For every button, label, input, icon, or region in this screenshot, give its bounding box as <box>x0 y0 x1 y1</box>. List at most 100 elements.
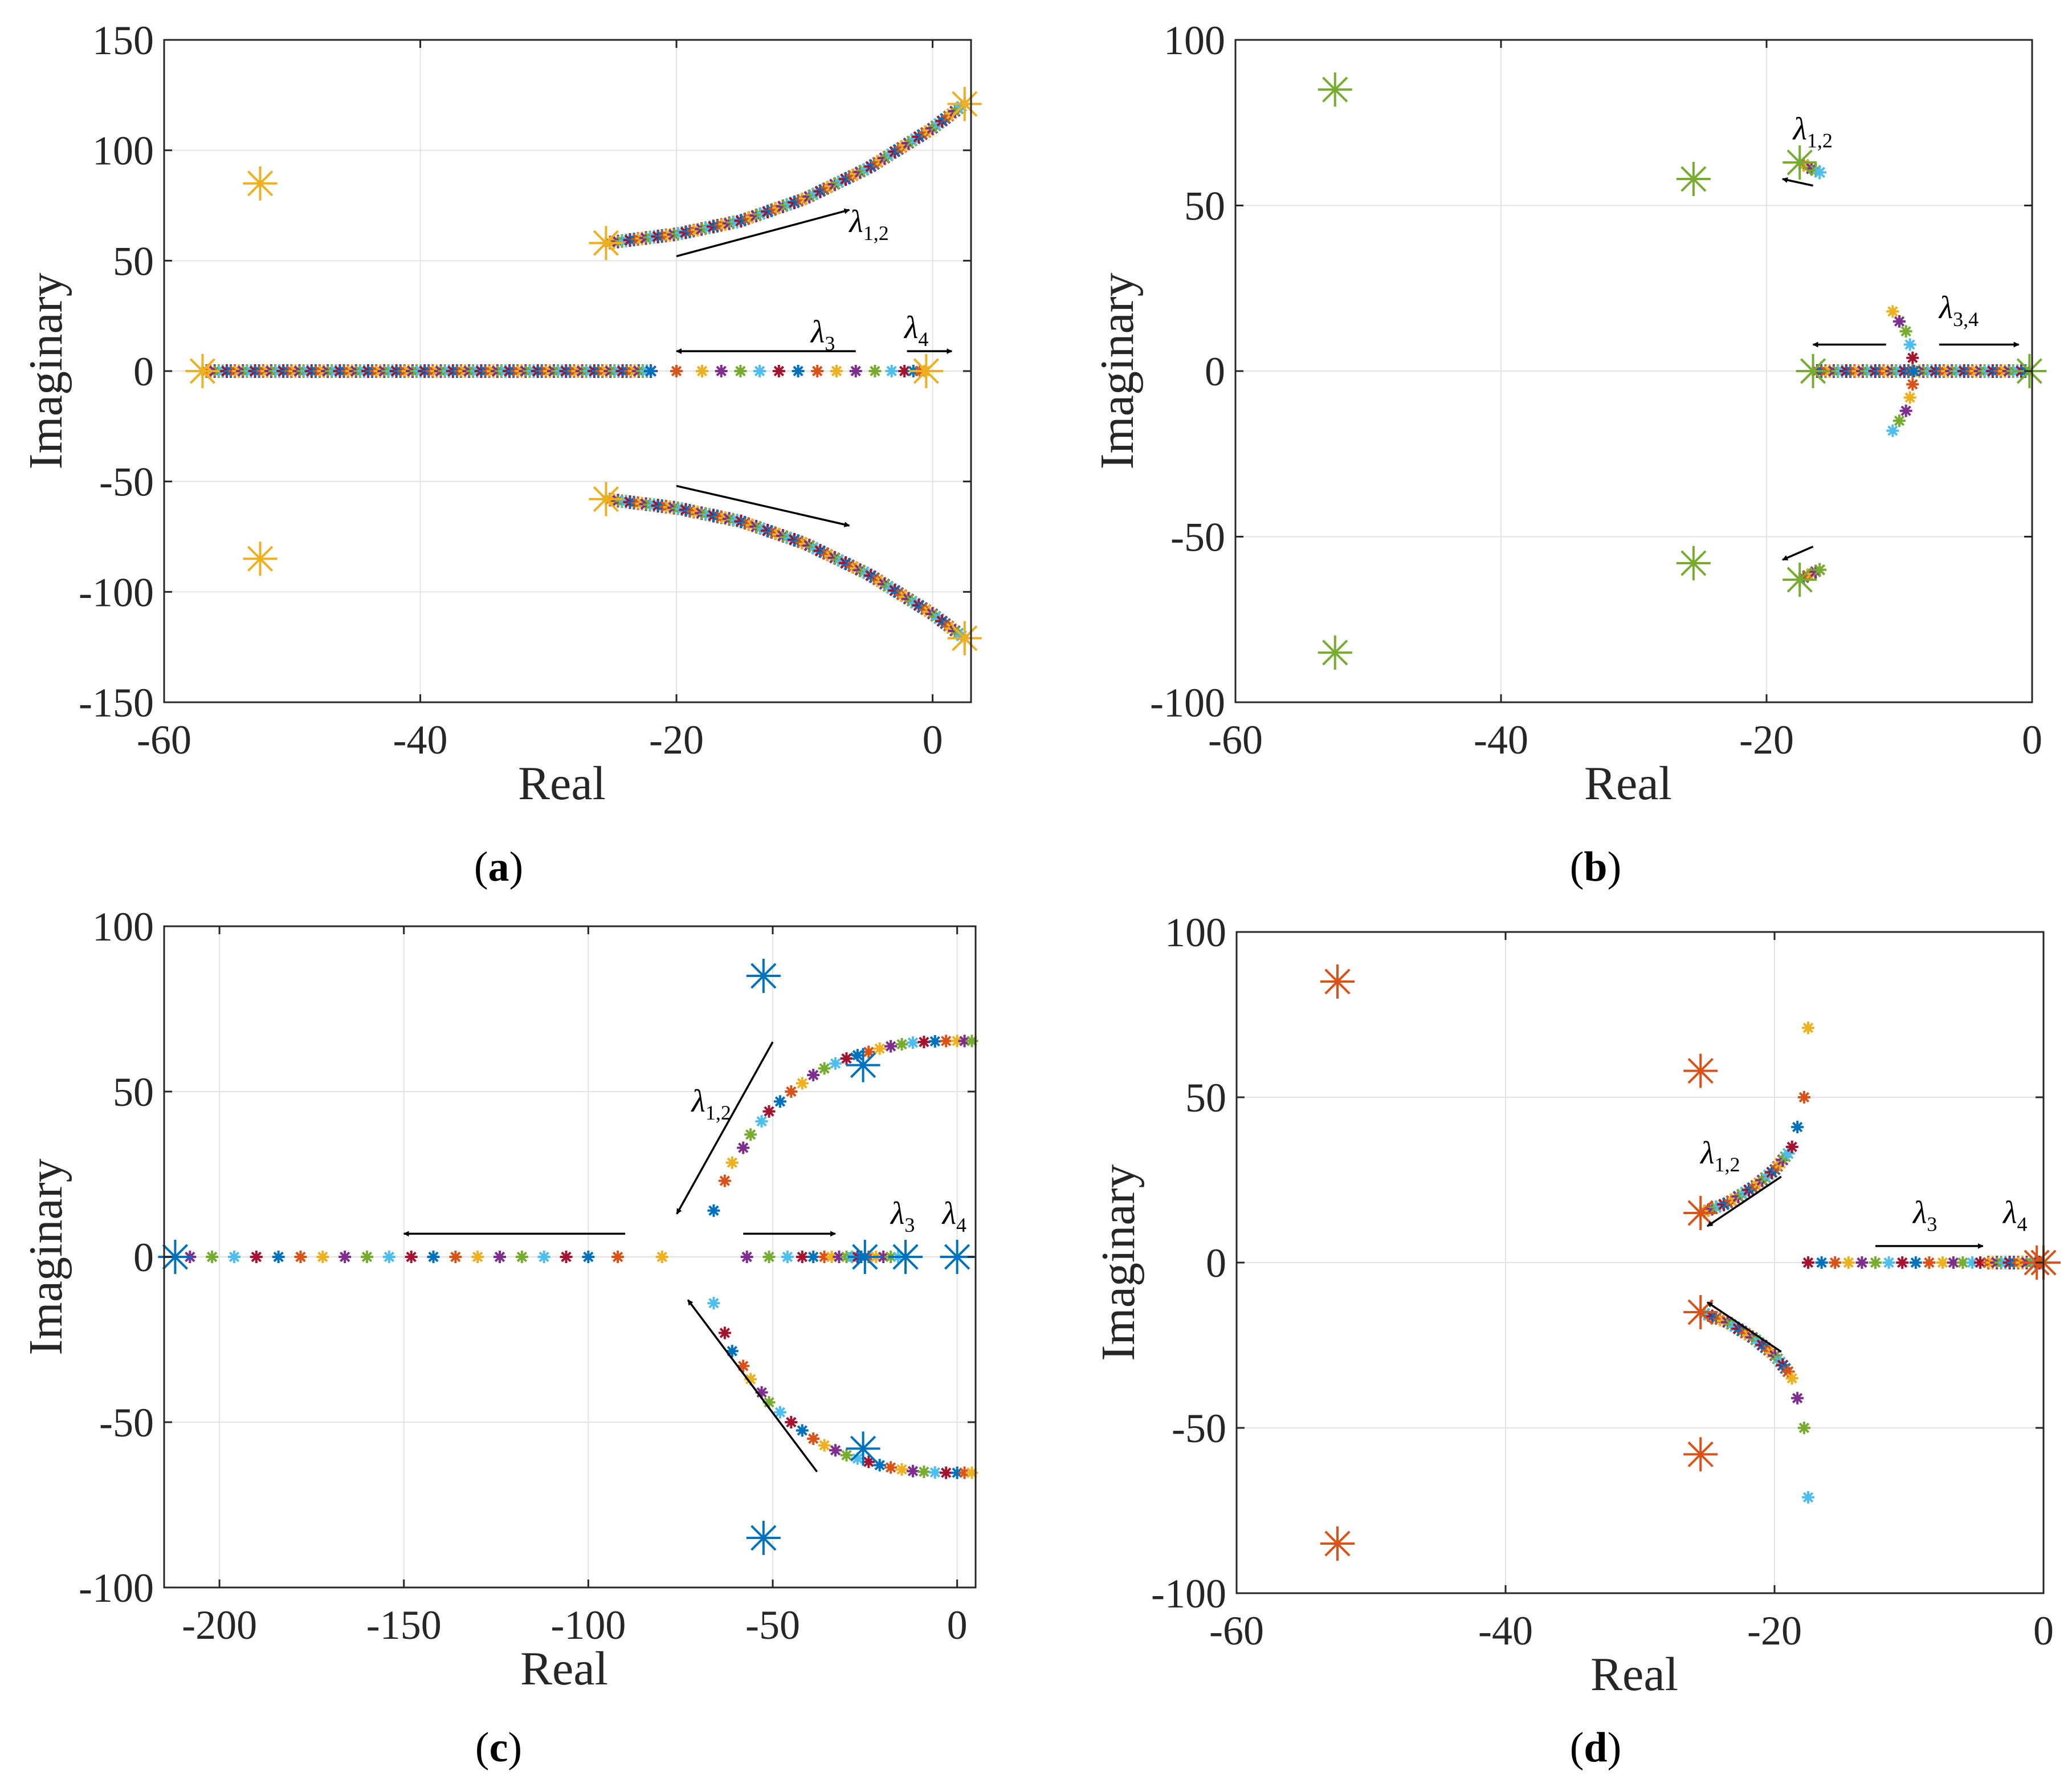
pole-marker <box>947 87 982 121</box>
locus-point <box>762 1251 776 1263</box>
locus-point <box>895 1463 908 1476</box>
locus-point <box>582 1251 595 1263</box>
pole-marker <box>1320 1526 1355 1561</box>
locus-point <box>737 1359 750 1373</box>
locus-point <box>1974 1256 1987 1269</box>
locus-point <box>611 1251 625 1263</box>
x-axis-label: Real <box>1584 757 1672 810</box>
locus-point <box>862 1455 875 1468</box>
pole-markers <box>158 959 974 1555</box>
locus-point <box>862 1045 875 1059</box>
locus-point <box>1785 1372 1798 1385</box>
locus-point <box>762 1105 776 1118</box>
locus-point <box>940 1466 953 1479</box>
pole-marker <box>846 1431 880 1466</box>
locus-point <box>427 1251 440 1263</box>
direction-arrow <box>1707 1301 1782 1353</box>
locus-point <box>885 365 898 377</box>
y-tick-label: -50 <box>1170 515 1225 560</box>
locus-point <box>725 1345 739 1358</box>
pole-marker <box>746 1521 781 1555</box>
pole-marker <box>846 1048 880 1082</box>
locus-point <box>830 365 843 377</box>
y-tick-label: -100 <box>1150 680 1225 726</box>
locus-point <box>1785 1141 1798 1153</box>
locus-point <box>1906 351 1919 364</box>
subfigure-caption: (b) <box>1570 844 1621 890</box>
locus-point <box>811 365 824 377</box>
x-axis-label: Real <box>520 1642 608 1695</box>
pole-marker <box>1683 1196 1718 1230</box>
locus-point <box>884 1461 898 1474</box>
locus-point <box>818 1062 831 1075</box>
pole-marker <box>947 621 982 656</box>
locus-point <box>718 1174 731 1187</box>
tick-marks <box>1235 931 2045 1594</box>
pole-marker <box>243 166 278 201</box>
x-tick-label: -20 <box>649 717 704 763</box>
locus-point <box>250 1251 263 1263</box>
grid <box>1236 931 2044 1594</box>
locus-point <box>829 1057 842 1070</box>
x-tick-label: -60 <box>1209 1608 1264 1654</box>
x-tick-label: -50 <box>745 1602 800 1648</box>
locus-point <box>1899 404 1912 417</box>
locus-point <box>707 1297 720 1310</box>
pole-marker <box>185 354 220 388</box>
y-tick-label: -150 <box>79 680 154 726</box>
locus-point <box>796 1251 809 1263</box>
locus-point <box>449 1251 462 1263</box>
locus-point <box>655 1251 668 1263</box>
direction-arrow <box>1782 546 1814 561</box>
locus-point <box>1886 305 1899 318</box>
subfigure-caption: (c) <box>475 1724 522 1771</box>
locus-point <box>670 365 683 377</box>
locus-point <box>1909 1256 1922 1269</box>
y-tick-label: 0 <box>133 349 154 394</box>
locus-point <box>807 1251 820 1263</box>
pole-marker <box>243 542 278 576</box>
locus-point <box>1906 378 1919 391</box>
x-tick-label: 0 <box>947 1602 968 1648</box>
locus-point <box>1965 1256 1979 1269</box>
locus-point <box>807 1432 820 1445</box>
locus-point <box>792 365 805 377</box>
locus-point <box>873 1042 886 1055</box>
locus-point <box>696 365 708 377</box>
locus-point <box>796 1077 809 1090</box>
locus-point <box>405 1251 418 1263</box>
panel-b: λ1,2 λ3,4 -60 -40 -20 0 -100 -50 0 50 100 Real Imagi… <box>1091 18 2047 890</box>
y-axis-label: Imaginary <box>1092 1164 1145 1361</box>
locus-point <box>772 365 785 377</box>
pole-marker <box>1796 354 1830 388</box>
lambda-annotation: λ1,2 <box>1699 1135 1740 1176</box>
subfigure-caption: (d) <box>1570 1724 1621 1771</box>
locus-point <box>917 1466 931 1478</box>
direction-arrow <box>1707 1175 1782 1227</box>
pole-marker <box>158 1240 193 1274</box>
lambda-annotation: λ1,2 <box>848 204 888 245</box>
direction-arrows <box>676 208 953 527</box>
locus-point <box>493 1251 507 1263</box>
x-axis-label: Real <box>1590 1648 1678 1701</box>
locus-point <box>773 1095 786 1108</box>
locus-point <box>1923 1256 1936 1269</box>
locus-point <box>1936 1256 1949 1269</box>
x-tick-label: 0 <box>2033 1608 2054 1654</box>
lambda-annotation: λ3 <box>810 315 835 355</box>
x-tick-label: -60 <box>137 717 191 763</box>
lambda-annotation: λ4 <box>903 310 928 351</box>
locus-point <box>515 1251 528 1263</box>
y-tick-label: 100 <box>1164 18 1225 63</box>
pole-marker <box>589 482 623 516</box>
locus-point <box>1869 1256 1882 1269</box>
x-tick-label: 0 <box>2022 717 2042 763</box>
locus-point <box>906 1464 919 1477</box>
pole-markers <box>1320 964 2061 1561</box>
locus-point <box>1886 424 1899 437</box>
tick-marks <box>163 39 971 703</box>
locus-point <box>1815 1256 1828 1269</box>
direction-arrows <box>403 1041 837 1473</box>
direction-arrows <box>1781 177 2020 561</box>
x-axis-label: Real <box>518 757 606 810</box>
